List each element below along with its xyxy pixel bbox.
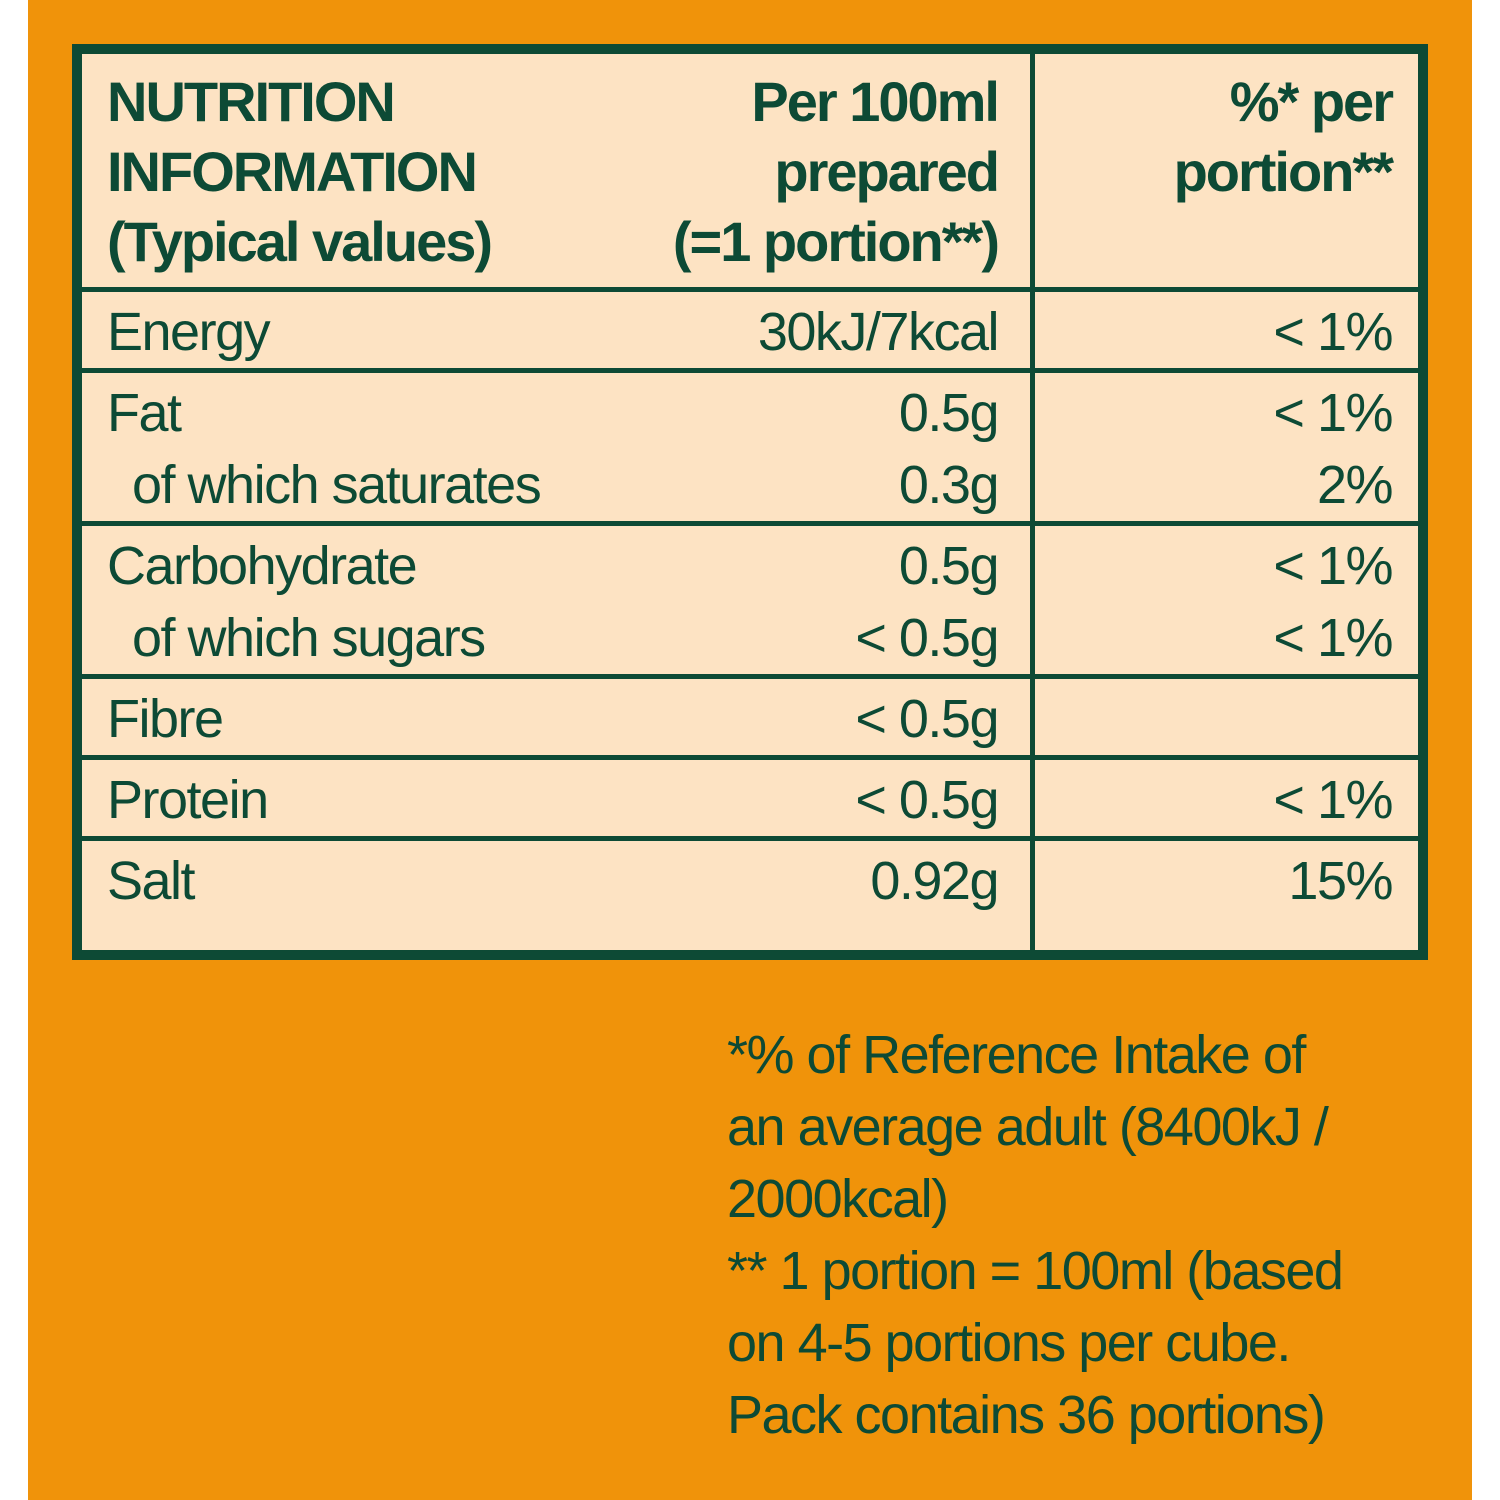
value-column: < 0.5g (855, 764, 999, 836)
label-column: Protein (107, 764, 855, 836)
nutrient-value: 0.5g (898, 383, 1000, 443)
footnote-line: ** 1 portion = 100ml (based (727, 1241, 1344, 1301)
nutrient-label: Fat (107, 383, 182, 443)
nutrient-value: < 0.5g (855, 608, 999, 668)
percent-cell: < 1% (1030, 292, 1418, 368)
nutrient-value: < 0.5g (855, 689, 999, 749)
label-column: Fibre (107, 683, 855, 755)
nutrient-cell: Salt 0.92g (82, 841, 1030, 950)
header-text: INFORMATION (107, 140, 478, 203)
footnote-line: Pack contains 36 portions) (727, 1385, 1326, 1445)
value-column: 30kJ/7kcal (757, 296, 1000, 368)
header-text: (=1 portion**) (672, 210, 1000, 273)
value-column: 0.5g 0.3g (898, 377, 1000, 521)
nutrient-percent: < 1% (1273, 536, 1393, 596)
nutrient-percent: < 1% (1273, 383, 1393, 443)
nutrient-cell: Carbohydrate of which sugars 0.5g < 0.5g (82, 526, 1030, 674)
percent-cell: < 1% 2% (1030, 373, 1418, 521)
percent-cell (1030, 679, 1418, 755)
footnote-line: an average adult (8400kJ / (727, 1097, 1329, 1157)
nutrient-label: of which saturates (132, 455, 542, 515)
label-column: Carbohydrate of which sugars (107, 530, 855, 674)
empty-cell (1035, 683, 1392, 755)
nutrient-value: < 0.5g (855, 770, 999, 830)
value-column: 0.5g < 0.5g (855, 530, 1000, 674)
nutrient-label: Carbohydrate (107, 536, 418, 596)
label-column: Salt (107, 845, 870, 950)
nutrient-value: 0.92g (870, 851, 999, 911)
footnote-line: *% of Reference Intake of (727, 1025, 1306, 1085)
nutrient-label: of which sugars (132, 608, 486, 668)
header-value: Per 100ml prepared (=1 portion**) (672, 67, 1000, 287)
nutrient-percent: 15% (1288, 851, 1393, 911)
nutrient-label: Fibre (107, 689, 224, 749)
nutrient-group: Salt 0.92g 15% (82, 836, 1418, 950)
percent-cell: < 1% (1030, 760, 1418, 836)
footnote-line: on 4-5 portions per cube. (727, 1313, 1291, 1373)
footnotes: *% of Reference Intake of an average adul… (727, 1019, 1344, 1451)
header-text: portion** (1173, 140, 1394, 203)
nutrient-percent: < 1% (1273, 608, 1393, 668)
nutrient-value: 0.5g (898, 536, 1000, 596)
header-row: NUTRITION INFORMATION (Typical values) Per … (82, 54, 1418, 287)
nutrient-label: Protein (107, 770, 269, 830)
nutrient-percent: < 1% (1273, 770, 1393, 830)
nutrient-cell: Energy 30kJ/7kcal (82, 292, 1030, 368)
header-text: %* per (1229, 70, 1394, 133)
nutrient-cell: Fibre < 0.5g (82, 679, 1030, 755)
nutrient-group: Fibre < 0.5g (82, 674, 1418, 755)
header-text: NUTRITION (107, 70, 396, 133)
nutrient-label: Salt (107, 851, 196, 911)
header-left: NUTRITION INFORMATION (Typical values) Per … (82, 54, 1030, 287)
header-label: NUTRITION INFORMATION (Typical values) (107, 67, 673, 287)
nutrient-group: Carbohydrate of which sugars 0.5g < 0.5g < 1… (82, 521, 1418, 674)
nutrient-group: Energy 30kJ/7kcal < 1% (82, 287, 1418, 368)
nutrient-value: 30kJ/7kcal (757, 302, 1000, 362)
header-text: Per 100ml (751, 70, 1000, 133)
label-column: Energy (107, 296, 758, 368)
header-text: prepared (774, 140, 1000, 203)
nutrient-cell: Protein < 0.5g (82, 760, 1030, 836)
footnote-line: 2000kcal) (727, 1169, 949, 1229)
nutrient-group: Fat of which saturates 0.5g 0.3g < 1% 2% (82, 368, 1418, 521)
nutrient-cell: Fat of which saturates 0.5g 0.3g (82, 373, 1030, 521)
percent-cell: 15% (1030, 841, 1418, 950)
nutrient-value: 0.3g (898, 455, 1000, 515)
nutrient-group: Protein < 0.5g < 1% (82, 755, 1418, 836)
header-text: (Typical values) (107, 210, 493, 273)
nutrition-table: NUTRITION INFORMATION (Typical values) Per … (72, 44, 1428, 960)
header-right: %* per portion** (1030, 54, 1418, 287)
nutrient-percent: 2% (1316, 455, 1394, 515)
value-column: 0.92g (870, 845, 999, 950)
nutrient-percent: < 1% (1273, 302, 1393, 362)
nutrient-label: Energy (107, 302, 271, 362)
percent-cell: < 1% < 1% (1030, 526, 1418, 674)
value-column: < 0.5g (855, 683, 999, 755)
label-column: Fat of which saturates (107, 377, 899, 521)
